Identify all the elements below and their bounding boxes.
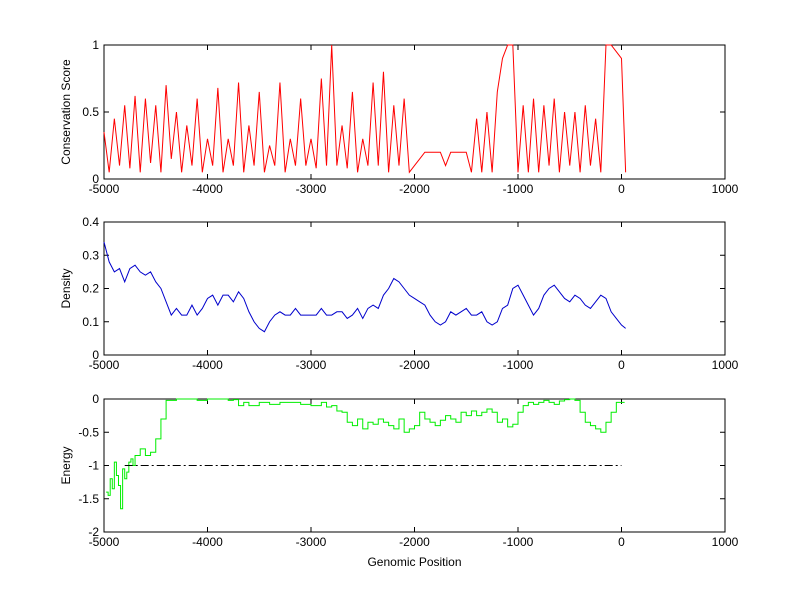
y-tick-label: -2	[88, 525, 99, 539]
x-tick-label: -3000	[296, 535, 327, 549]
x-tick-label: -4000	[192, 182, 223, 196]
y-tick-label: 0.5	[82, 105, 99, 119]
x-tick-label: 1000	[712, 535, 739, 549]
y-tick-label: -0.5	[78, 425, 99, 439]
x-tick-label: -1000	[503, 358, 534, 372]
x-tick-label: -3000	[296, 182, 327, 196]
y-tick-label: 0.3	[82, 248, 99, 262]
x-tick-label: -4000	[192, 535, 223, 549]
x-tick-label: -5000	[89, 535, 120, 549]
x-tick-label: -4000	[192, 358, 223, 372]
series-line-1	[103, 44, 627, 174]
x-tick-label: -5000	[89, 182, 120, 196]
series-line-1	[103, 241, 626, 333]
y-tick-label: 0	[92, 172, 99, 186]
chart-panel-3: -5000 -4000 -3000 -2000 -1000 0 1000 -2 -1.5 -1 -0…	[59, 392, 739, 569]
y-tick-label: -1.5	[78, 492, 99, 506]
x-tick-label: 0	[618, 182, 625, 196]
x-tick-label: 0	[618, 535, 625, 549]
series-line-1	[106, 398, 625, 510]
x-tick-label: 1000	[712, 182, 739, 196]
y-axis-label: Energy	[59, 446, 73, 484]
plot-area	[103, 221, 726, 356]
x-axis-label: Genomic Position	[367, 555, 461, 569]
y-tick-label: 0.1	[82, 315, 99, 329]
x-tick-label: 1000	[712, 358, 739, 372]
y-tick-label: 1	[92, 38, 99, 52]
y-axis-label: Conservation Score	[59, 59, 73, 165]
x-tick-label: 0	[618, 358, 625, 372]
x-tick-label: -3000	[296, 358, 327, 372]
x-tick-label: -5000	[89, 358, 120, 372]
chart-panel-2: -5000 -4000 -3000 -2000 -1000 0 1000 0 0.1 0.2 0.3…	[59, 215, 739, 372]
y-tick-label: 0.4	[82, 215, 99, 229]
y-tick-label: -1	[88, 459, 99, 473]
y-axis-label: Density	[59, 268, 73, 308]
plot-area	[103, 44, 726, 180]
x-tick-label: -2000	[399, 535, 430, 549]
x-tick-label: -2000	[399, 358, 430, 372]
x-tick-label: -1000	[503, 535, 534, 549]
y-tick-label: 0.2	[82, 282, 99, 296]
chart-panel-1: -5000 -4000 -3000 -2000 -1000 0 1000 0 0.5 1 Conse…	[59, 38, 739, 196]
x-tick-label: -2000	[399, 182, 430, 196]
x-tick-label: -1000	[503, 182, 534, 196]
y-tick-label: 0	[92, 348, 99, 362]
y-tick-label: 0	[92, 392, 99, 406]
